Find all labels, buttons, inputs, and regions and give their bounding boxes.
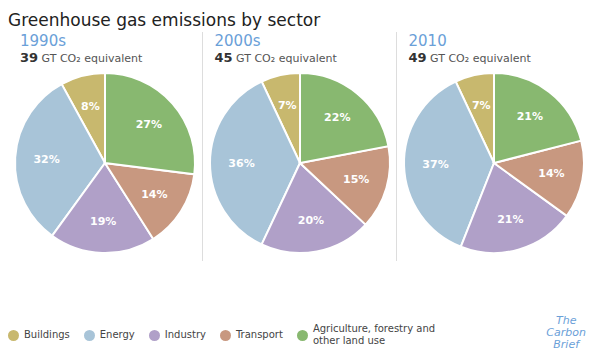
html-text:2000s: 2000s	[214, 32, 261, 50]
html-text:Buildings: Buildings	[24, 329, 70, 340]
html-text:49 GT CO₂ equivalent: 49 GT CO₂ equivalent	[408, 50, 531, 65]
html-text:2010: 2010	[408, 32, 447, 50]
svg-text:20%: 20%	[297, 214, 323, 227]
svg-text:22%: 22%	[324, 111, 350, 124]
svg-text:37%: 37%	[422, 158, 448, 171]
html-text:Transport: Transport	[235, 329, 283, 340]
html-text:Greenhouse gas emissions by se: Greenhouse gas emissions by sector	[8, 10, 321, 30]
svg-text:21%: 21%	[516, 110, 542, 123]
svg-text:7%: 7%	[471, 99, 490, 112]
svg-text:14%: 14%	[538, 167, 564, 180]
html-text:45 GT CO₂ equivalent: 45 GT CO₂ equivalent	[214, 50, 337, 65]
html-text:Energy: Energy	[99, 329, 135, 340]
svg-text:32%: 32%	[33, 153, 59, 166]
svg-text:36%: 36%	[228, 157, 254, 170]
html-text:39 GT CO₂ equivalent: 39 GT CO₂ equivalent	[20, 50, 143, 65]
svg-text:14%: 14%	[141, 188, 167, 201]
svg-text:15%: 15%	[343, 173, 369, 186]
html-text:Agriculture, forestry and othe: Agriculture, forestry and other land use	[312, 323, 436, 346]
html-text:1990s: 1990s	[20, 32, 66, 50]
svg-text:27%: 27%	[136, 118, 162, 131]
html-text:Industry: Industry	[164, 329, 206, 340]
svg-text:7%: 7%	[277, 99, 296, 112]
svg-text:8%: 8%	[81, 100, 100, 113]
svg-text:21%: 21%	[497, 213, 523, 226]
svg-text:19%: 19%	[90, 215, 116, 228]
html-text:The Carbon Brief: The Carbon Brief	[546, 314, 586, 351]
